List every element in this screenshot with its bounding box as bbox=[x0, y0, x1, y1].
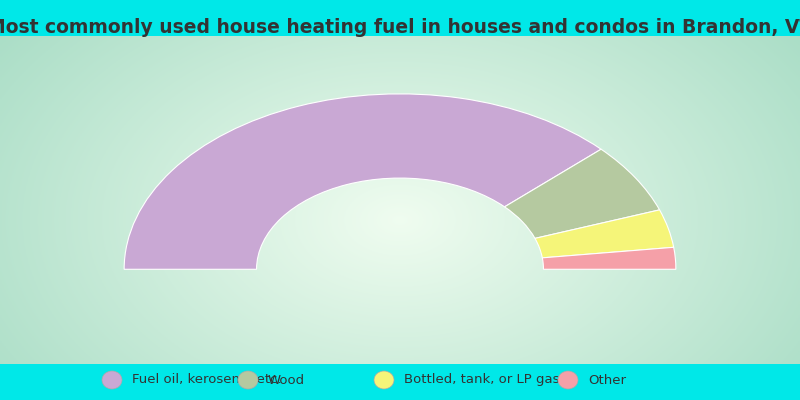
Ellipse shape bbox=[558, 371, 578, 389]
Ellipse shape bbox=[374, 371, 394, 389]
Wedge shape bbox=[124, 94, 601, 269]
Text: Bottled, tank, or LP gas: Bottled, tank, or LP gas bbox=[404, 374, 559, 386]
Ellipse shape bbox=[238, 371, 258, 389]
Ellipse shape bbox=[102, 371, 122, 389]
Wedge shape bbox=[535, 210, 674, 258]
Wedge shape bbox=[505, 149, 659, 238]
Text: Wood: Wood bbox=[268, 374, 305, 386]
Text: Other: Other bbox=[588, 374, 626, 386]
Text: Fuel oil, kerosene, etc.: Fuel oil, kerosene, etc. bbox=[132, 374, 282, 386]
Wedge shape bbox=[542, 247, 676, 269]
Text: Most commonly used house heating fuel in houses and condos in Brandon, VT: Most commonly used house heating fuel in… bbox=[0, 18, 800, 37]
